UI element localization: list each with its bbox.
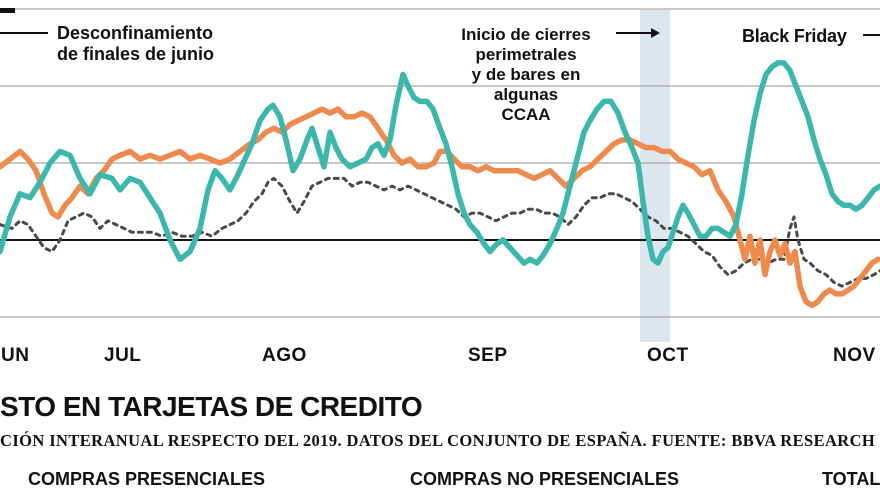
desconfinamiento-leader-line xyxy=(0,32,48,34)
x-axis-label-ago: AGO xyxy=(262,345,307,366)
top-rule-fragment xyxy=(0,8,15,13)
annotation-line: Inicio de cierres xyxy=(461,25,591,44)
x-axis-label-sep: SEP xyxy=(468,345,508,366)
x-axis-label-oct: OCT xyxy=(647,345,689,366)
legend-label-total: TOTAL xyxy=(822,469,880,489)
highlight-band-oct xyxy=(640,10,670,342)
series-compras-no-presenciales xyxy=(0,106,880,309)
legend-swatch-no-presenciales xyxy=(324,474,396,484)
chart-subtitle: CIÓN INTERANUAL RESPECTO DEL 2019. DATOS… xyxy=(0,431,876,450)
chart-title: STO EN TARJETAS DE CREDITO xyxy=(0,391,423,422)
x-axis-labels: UN JUL AGO SEP OCT NOV xyxy=(0,345,880,371)
legend-label-presenciales: COMPRAS PRESENCIALES xyxy=(28,469,266,489)
legend-label-no-presenciales: COMPRAS NO PRESENCIALES xyxy=(410,469,680,489)
black-friday-leader-line xyxy=(863,34,880,36)
annotation-line: perimetrales xyxy=(475,45,577,64)
x-axis-label-nov: NOV xyxy=(833,345,876,366)
chart-area xyxy=(0,8,880,342)
cierres-arrow-line xyxy=(616,32,652,34)
spending-chart-svg xyxy=(0,8,880,342)
annotation-line: algunas xyxy=(493,85,559,104)
annotation-line: y de bares en xyxy=(471,65,581,84)
right-arrow-icon xyxy=(651,28,660,38)
series-total xyxy=(0,176,880,288)
series-compras-presenciales xyxy=(0,60,880,266)
annotation-line: Desconfinamiento xyxy=(57,23,214,43)
annotation-line: CCAA xyxy=(501,105,551,124)
legend-swatch-total xyxy=(745,478,803,481)
annotation-cierres: Inicio de cierres perimetrales y de bare… xyxy=(443,25,609,125)
legend-swatch-presenciales xyxy=(0,477,14,484)
x-axis-label-un: UN xyxy=(1,345,30,366)
x-axis-label-jul: JUL xyxy=(104,345,142,366)
annotation-line: de finales de junio xyxy=(57,44,215,64)
annotation-black-friday: Black Friday xyxy=(742,26,847,46)
annotation-desconfinamiento: Desconfinamiento de finales de junio xyxy=(57,23,214,65)
